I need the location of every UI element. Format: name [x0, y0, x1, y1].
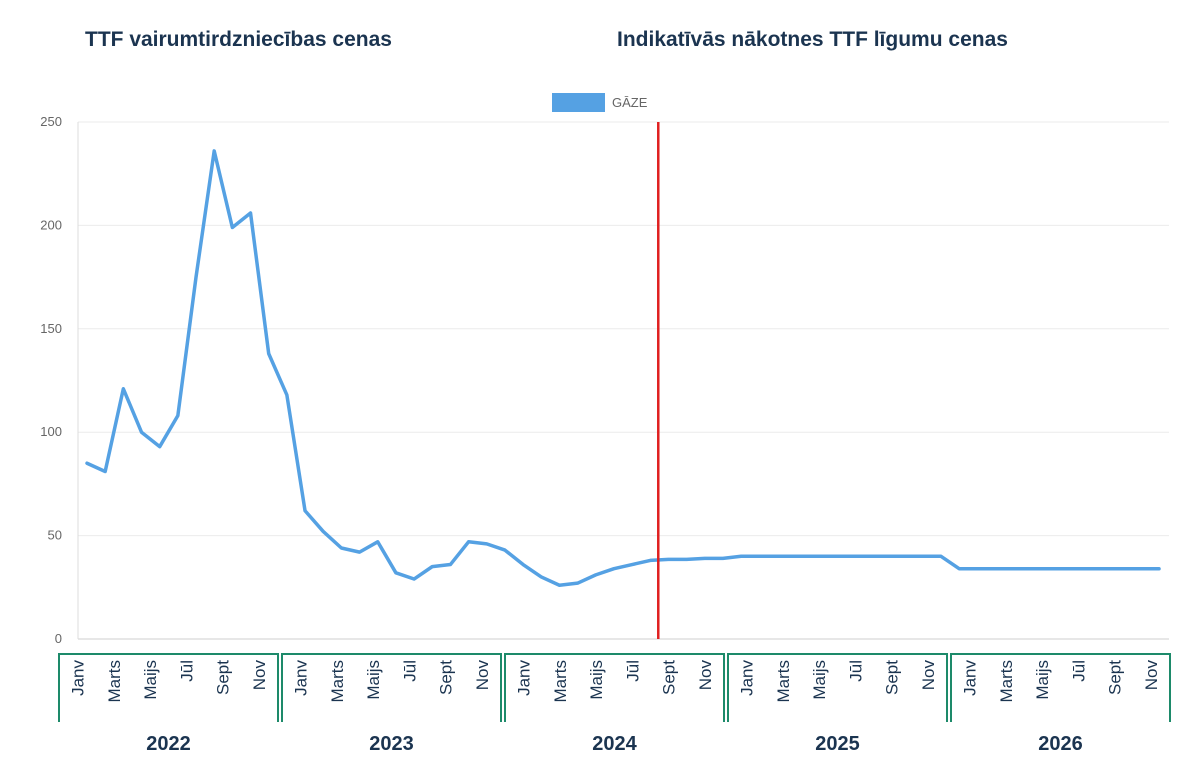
legend-label: GĀZE — [612, 95, 648, 110]
year-group-bracket — [950, 653, 1171, 722]
year-group-bracket — [727, 653, 948, 722]
year-group-bracket — [58, 653, 279, 722]
x-tick-label: Nov — [696, 660, 715, 691]
x-tick-label: Nov — [919, 660, 938, 691]
x-tick-label: Marts — [997, 660, 1016, 703]
legend: GĀZE — [552, 93, 648, 112]
year-group-bracket — [504, 653, 725, 722]
x-tick-label: Janv — [737, 660, 756, 696]
x-tick-label: Sept — [660, 660, 679, 695]
x-tick-label: Janv — [960, 660, 979, 696]
x-tick-label: Jūl — [400, 660, 419, 682]
x-tick-label: Maijs — [810, 660, 829, 700]
x-tick-label: Sept — [214, 660, 233, 695]
x-tick-label: Jūl — [1069, 660, 1088, 682]
year-label: 2022 — [146, 733, 191, 755]
y-tick-label: 250 — [40, 114, 62, 129]
y-tick-label: 150 — [40, 321, 62, 336]
x-tick-label: Nov — [250, 660, 269, 691]
x-tick-label: Janv — [291, 660, 310, 696]
year-label: 2023 — [369, 733, 414, 755]
grid-lines — [77, 121, 1169, 640]
x-tick-label: Marts — [328, 660, 347, 703]
y-tick-label: 100 — [40, 424, 62, 439]
x-tick-label: Sept — [437, 660, 456, 695]
right-heading: Indikatīvās nākotnes TTF līgumu cenas — [617, 28, 1008, 51]
x-axis-layer: Janv Marts Maijs Jūl Sept Nov 2022 Janv Marts Mai… — [58, 653, 1171, 755]
y-tick-label: 200 — [40, 217, 62, 232]
x-tick-label: Maijs — [364, 660, 383, 700]
x-tick-label: Maijs — [141, 660, 160, 700]
series-line — [85, 149, 1161, 587]
year-label: 2025 — [815, 733, 860, 755]
y-axis-tick-labels: 0 50 100 150 200 250 — [40, 114, 62, 646]
year-group-bracket — [281, 653, 502, 722]
x-tick-label: Jūl — [846, 660, 865, 682]
x-tick-label: Maijs — [587, 660, 606, 700]
x-tick-label: Nov — [1142, 660, 1161, 691]
legend-swatch — [552, 93, 605, 112]
x-tick-label: Nov — [473, 660, 492, 691]
series-layer — [85, 149, 1161, 587]
x-tick-label: Maijs — [1033, 660, 1052, 700]
left-heading: TTF vairumtirdzniecības cenas — [85, 28, 392, 51]
x-tick-label: Janv — [68, 660, 87, 696]
x-tick-label: Marts — [551, 660, 570, 703]
year-label: 2026 — [1038, 733, 1083, 755]
y-tick-label: 50 — [48, 528, 62, 543]
x-tick-label: Jūl — [623, 660, 642, 682]
x-tick-label: Sept — [1106, 660, 1125, 695]
x-tick-label: Marts — [774, 660, 793, 703]
y-tick-label: 0 — [55, 631, 62, 646]
year-label: 2024 — [592, 733, 637, 755]
x-tick-label: Marts — [105, 660, 124, 703]
x-tick-label: Jūl — [177, 660, 196, 682]
x-tick-label: Sept — [883, 660, 902, 695]
x-tick-label: Janv — [514, 660, 533, 696]
